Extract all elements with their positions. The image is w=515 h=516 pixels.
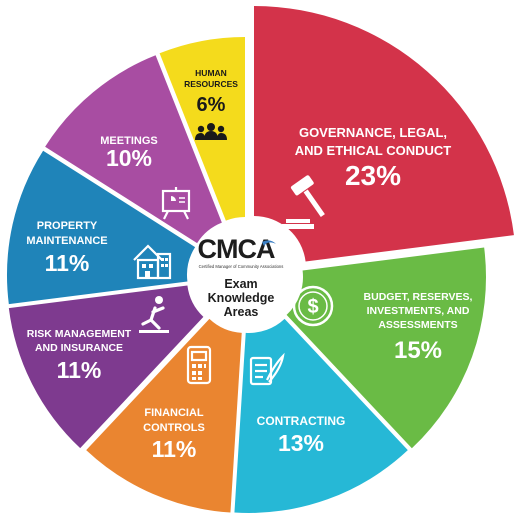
center-title-line-2: Knowledge (208, 291, 275, 305)
slice-label-2-line-0: CONTRACTING (257, 414, 346, 428)
presentation-board-icon (161, 187, 191, 220)
pie-slice-4 (8, 285, 204, 449)
pie-slice-0 (254, 6, 514, 262)
svg-text:$: $ (307, 296, 318, 318)
slice-percent-5: 11% (45, 250, 90, 276)
slice-label-7-line-0: HUMAN (195, 68, 227, 78)
slice-labels: GOVERNANCE, LEGAL, AND ETHICAL CONDUCT 23%… (26, 68, 472, 462)
slice-icons: $ (133, 123, 334, 386)
slice-percent-1: 15% (394, 337, 442, 364)
pie-slice-1 (286, 247, 486, 449)
slice-percent-6: 10% (106, 145, 152, 171)
slice-label-5-line-0: PROPERTY (37, 220, 98, 232)
pie-slice-5 (6, 150, 196, 305)
slice-percent-2: 13% (278, 430, 324, 456)
slice-label-7-line-1: RESOURCES (184, 79, 238, 89)
slice-label-3-line-0: FINANCIAL (144, 407, 204, 419)
slice-label-4-line-0: RISK MANAGEMENT (27, 328, 132, 340)
falling-person-icon (139, 296, 169, 333)
slice-percent-3: 11% (152, 436, 197, 462)
pie-slice-3 (86, 318, 242, 513)
slice-label-1-line-1: INVESTMENTS, AND (367, 305, 470, 317)
center-circle (197, 227, 293, 323)
gavel-icon (282, 175, 325, 229)
slice-percent-7: 6% (197, 94, 226, 116)
slice-label-1-line-0: BUDGET, RESERVES, (364, 291, 473, 303)
slice-label-6-line-0: MEETINGS (100, 135, 157, 147)
pie-slice-2 (234, 318, 408, 513)
slice-percent-0: 23% (345, 160, 401, 191)
center-logo: CMCA (198, 234, 275, 264)
calculator-icon (186, 345, 212, 385)
contract-quill-icon (249, 352, 285, 386)
dollar-coin-icon: $ (292, 285, 334, 327)
pie-slices (6, 6, 514, 513)
slice-label-3-line-1: CONTROLS (143, 422, 205, 434)
building-icon (133, 244, 172, 280)
center-title-line-1: Exam (224, 277, 257, 291)
pie-slice-6 (45, 55, 222, 244)
center-title-line-3: Areas (224, 305, 259, 319)
slice-label-5-line-1: MAINTENANCE (26, 235, 107, 247)
center-logo-subtitle: Certified Manager of Community Associati… (199, 264, 284, 269)
slice-label-1-line-2: ASSESSMENTS (378, 319, 457, 331)
center-badge: CMCA Certified Manager of Community Asso… (197, 227, 293, 323)
slice-label-4-line-1: AND INSURANCE (35, 342, 123, 354)
slice-label-0-line-0: GOVERNANCE, LEGAL, (299, 125, 447, 140)
people-icon (195, 123, 227, 140)
center-logo-swoosh (262, 240, 276, 246)
slice-percent-4: 11% (57, 357, 102, 383)
slice-label-0-line-1: AND ETHICAL CONDUCT (295, 143, 452, 158)
